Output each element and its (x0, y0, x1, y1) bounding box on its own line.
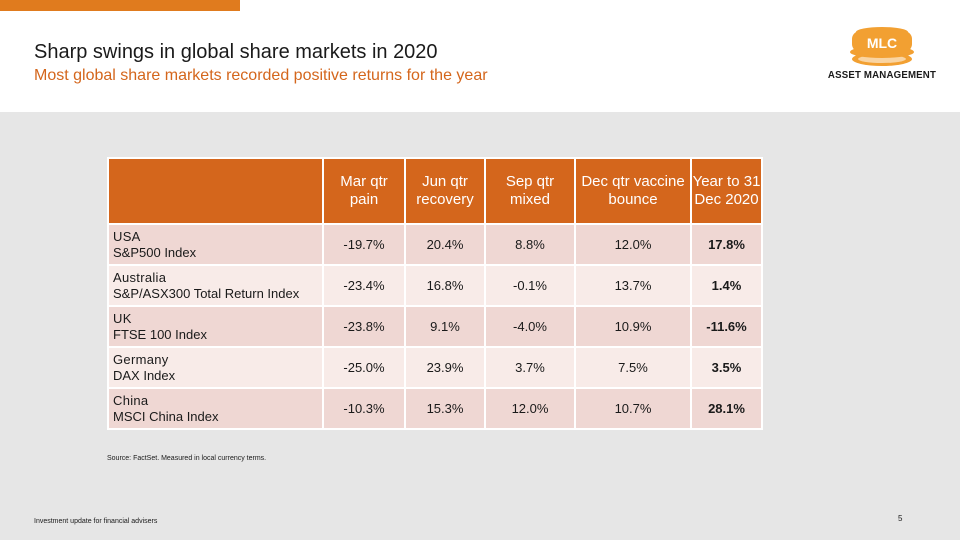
index-name: MSCI China Index (113, 408, 219, 424)
row-label: Australia S&P/ASX300 Total Return Index (107, 264, 324, 307)
returns-table: Mar qtr pain Jun qtr recovery Sep qtr mi… (107, 157, 763, 430)
sep-qtr-value: 8.8% (484, 223, 576, 266)
table-row: Australia S&P/ASX300 Total Return Index … (107, 264, 763, 307)
header-corner-cell (107, 157, 324, 225)
table-row: Germany DAX Index -25.0% 23.9% 3.7% 7.5%… (107, 346, 763, 389)
country-name: Germany (113, 351, 169, 367)
row-label: China MSCI China Index (107, 387, 324, 430)
jun-qtr-value: 9.1% (404, 305, 486, 348)
year-value: -11.6% (690, 305, 763, 348)
year-value: 3.5% (690, 346, 763, 389)
slide-header: Sharp swings in global share markets in … (0, 11, 960, 112)
dec-qtr-value: 7.5% (574, 346, 692, 389)
column-header: Mar qtr pain (322, 157, 406, 225)
page-subtitle: Most global share markets recorded posit… (34, 67, 488, 84)
jun-qtr-value: 20.4% (404, 223, 486, 266)
mar-qtr-value: -10.3% (322, 387, 406, 430)
dec-qtr-value: 13.7% (574, 264, 692, 307)
footer-text: Investment update for financial advisers (34, 518, 158, 525)
jun-qtr-value: 23.9% (404, 346, 486, 389)
dec-qtr-value: 10.7% (574, 387, 692, 430)
index-name: DAX Index (113, 367, 176, 383)
mlc-logo-icon: MLC (850, 27, 914, 66)
logo-badge-text: MLC (867, 35, 897, 51)
table-header-row: Mar qtr pain Jun qtr recovery Sep qtr mi… (107, 157, 763, 225)
mar-qtr-value: -25.0% (322, 346, 406, 389)
index-name: S&P/ASX300 Total Return Index (113, 285, 300, 301)
accent-bar (0, 0, 240, 11)
page-title: Sharp swings in global share markets in … (34, 41, 438, 63)
column-header: Dec qtr vaccine bounce (574, 157, 692, 225)
dec-qtr-value: 12.0% (574, 223, 692, 266)
table-row: China MSCI China Index -10.3% 15.3% 12.0… (107, 387, 763, 430)
dec-qtr-value: 10.9% (574, 305, 692, 348)
mar-qtr-value: -23.4% (322, 264, 406, 307)
sep-qtr-value: -0.1% (484, 264, 576, 307)
column-header: Jun qtr recovery (404, 157, 486, 225)
jun-qtr-value: 16.8% (404, 264, 486, 307)
year-value: 1.4% (690, 264, 763, 307)
country-name: USA (113, 228, 141, 244)
index-name: FTSE 100 Index (113, 326, 207, 342)
year-value: 17.8% (690, 223, 763, 266)
page-number: 5 (898, 514, 903, 523)
country-name: Australia (113, 269, 167, 285)
sep-qtr-value: -4.0% (484, 305, 576, 348)
sep-qtr-value: 3.7% (484, 346, 576, 389)
row-label: USA S&P500 Index (107, 223, 324, 266)
mar-qtr-value: -23.8% (322, 305, 406, 348)
table-row: UK FTSE 100 Index -23.8% 9.1% -4.0% 10.9… (107, 305, 763, 348)
country-name: UK (113, 310, 132, 326)
year-value: 28.1% (690, 387, 763, 430)
table-row: USA S&P500 Index -19.7% 20.4% 8.8% 12.0%… (107, 223, 763, 266)
mlc-logo: MLC ASSET MANAGEMENT (822, 23, 942, 85)
country-name: China (113, 392, 149, 408)
column-header: Year to 31 Dec 2020 (690, 157, 763, 225)
source-note: Source: FactSet. Measured in local curre… (107, 455, 267, 462)
jun-qtr-value: 15.3% (404, 387, 486, 430)
logo-caption: ASSET MANAGEMENT (827, 69, 937, 81)
column-header: Sep qtr mixed (484, 157, 576, 225)
row-label: Germany DAX Index (107, 346, 324, 389)
mar-qtr-value: -19.7% (322, 223, 406, 266)
row-label: UK FTSE 100 Index (107, 305, 324, 348)
sep-qtr-value: 12.0% (484, 387, 576, 430)
index-name: S&P500 Index (113, 244, 197, 260)
